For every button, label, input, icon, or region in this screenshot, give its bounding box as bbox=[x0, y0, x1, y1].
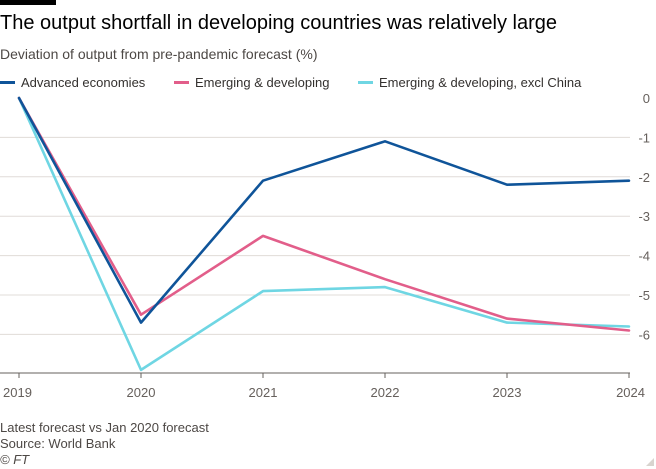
footnote: Latest forecast vs Jan 2020 forecast bbox=[0, 420, 209, 435]
y-tick-label: -6 bbox=[638, 327, 650, 342]
x-tick-label: 2021 bbox=[249, 385, 278, 400]
source-note: Source: World Bank bbox=[0, 436, 116, 451]
chart-subtitle: Deviation of output from pre-pandemic fo… bbox=[0, 46, 318, 62]
resize-corner-icon bbox=[646, 458, 654, 466]
x-tick-label: 2022 bbox=[371, 385, 400, 400]
legend-swatch-emerging bbox=[174, 81, 189, 85]
y-tick-label: -1 bbox=[638, 130, 650, 145]
x-tick-label: 2019 bbox=[3, 385, 32, 400]
legend-item-advanced: Advanced economies bbox=[0, 74, 145, 92]
legend-swatch-advanced bbox=[0, 81, 15, 85]
ft-top-bar bbox=[0, 0, 56, 5]
series-line-advanced bbox=[17, 96, 631, 324]
legend-label-emerging-excl-china: Emerging & developing, excl China bbox=[379, 75, 582, 90]
series-line-emerging bbox=[17, 96, 631, 332]
y-tick-label: -5 bbox=[638, 288, 650, 303]
x-tick-label: 2024 bbox=[616, 385, 645, 400]
legend-swatch-emerging-excl-china bbox=[358, 81, 373, 85]
y-tick-label: -3 bbox=[638, 209, 650, 224]
legend-item-emerging: Emerging & developing bbox=[174, 74, 329, 92]
chart-footer: Latest forecast vs Jan 2020 forecast Sou… bbox=[0, 420, 209, 468]
x-tick-label: 2020 bbox=[127, 385, 156, 400]
y-tick-label: 0 bbox=[643, 91, 650, 106]
chart-title: The output shortfall in developing count… bbox=[0, 12, 557, 34]
y-tick-label: -4 bbox=[638, 249, 650, 264]
legend-label-emerging: Emerging & developing bbox=[195, 75, 330, 90]
ft-credit: © FT bbox=[0, 452, 30, 467]
series-line-emerging-excl-china bbox=[17, 96, 631, 372]
chart-legend: Advanced economies Emerging & developing… bbox=[0, 74, 650, 92]
x-tick-label: 2023 bbox=[493, 385, 522, 400]
legend-item-emerging-excl-china: Emerging & developing, excl China bbox=[358, 74, 581, 92]
y-tick-label: -2 bbox=[638, 170, 650, 185]
legend-label-advanced: Advanced economies bbox=[21, 75, 146, 90]
